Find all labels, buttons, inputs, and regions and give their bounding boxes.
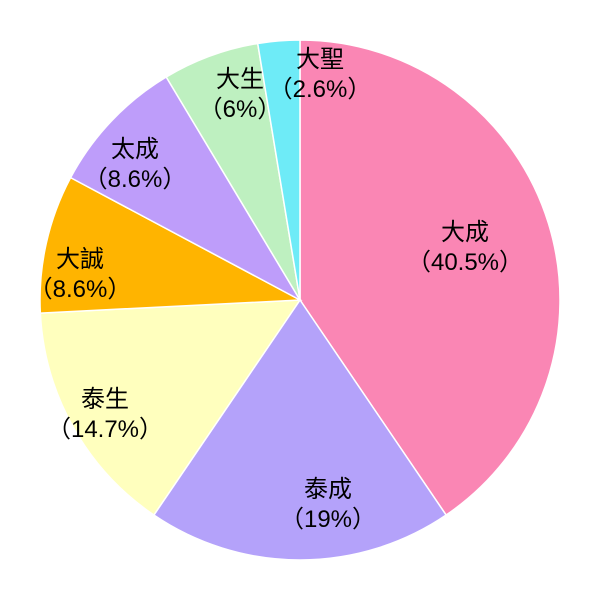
slice-name-2: 泰生	[81, 386, 129, 413]
slice-pct-0: （40.5%）	[407, 249, 523, 276]
slice-name-1: 泰成	[304, 476, 352, 503]
slice-pct-1: （19%）	[280, 506, 376, 533]
slice-name-0: 大成	[441, 219, 489, 246]
slice-pct-4: （8.6%）	[84, 166, 187, 193]
slice-pct-6: （2.6%）	[269, 76, 372, 103]
slice-pct-2: （14.7%）	[47, 416, 163, 443]
slice-label-1: 泰成 （19%）	[280, 475, 376, 535]
slice-name-5: 大生	[216, 66, 264, 93]
slice-label-3: 大誠 （8.6%）	[29, 245, 132, 305]
slice-name-6: 大聖	[296, 46, 344, 73]
slice-pct-3: （8.6%）	[29, 276, 132, 303]
slice-name-4: 太成	[111, 136, 159, 163]
slice-label-4: 太成 （8.6%）	[84, 135, 187, 195]
slice-label-2: 泰生 （14.7%）	[47, 385, 163, 445]
pie-chart: 大成 （40.5%） 泰成 （19%） 泰生 （14.7%） 大誠 （8.6%） 太成 （8.6%…	[0, 0, 600, 600]
slice-label-0: 大成 （40.5%）	[407, 218, 523, 278]
slice-label-6: 大聖 （2.6%）	[269, 45, 372, 105]
slice-name-3: 大誠	[56, 246, 104, 273]
